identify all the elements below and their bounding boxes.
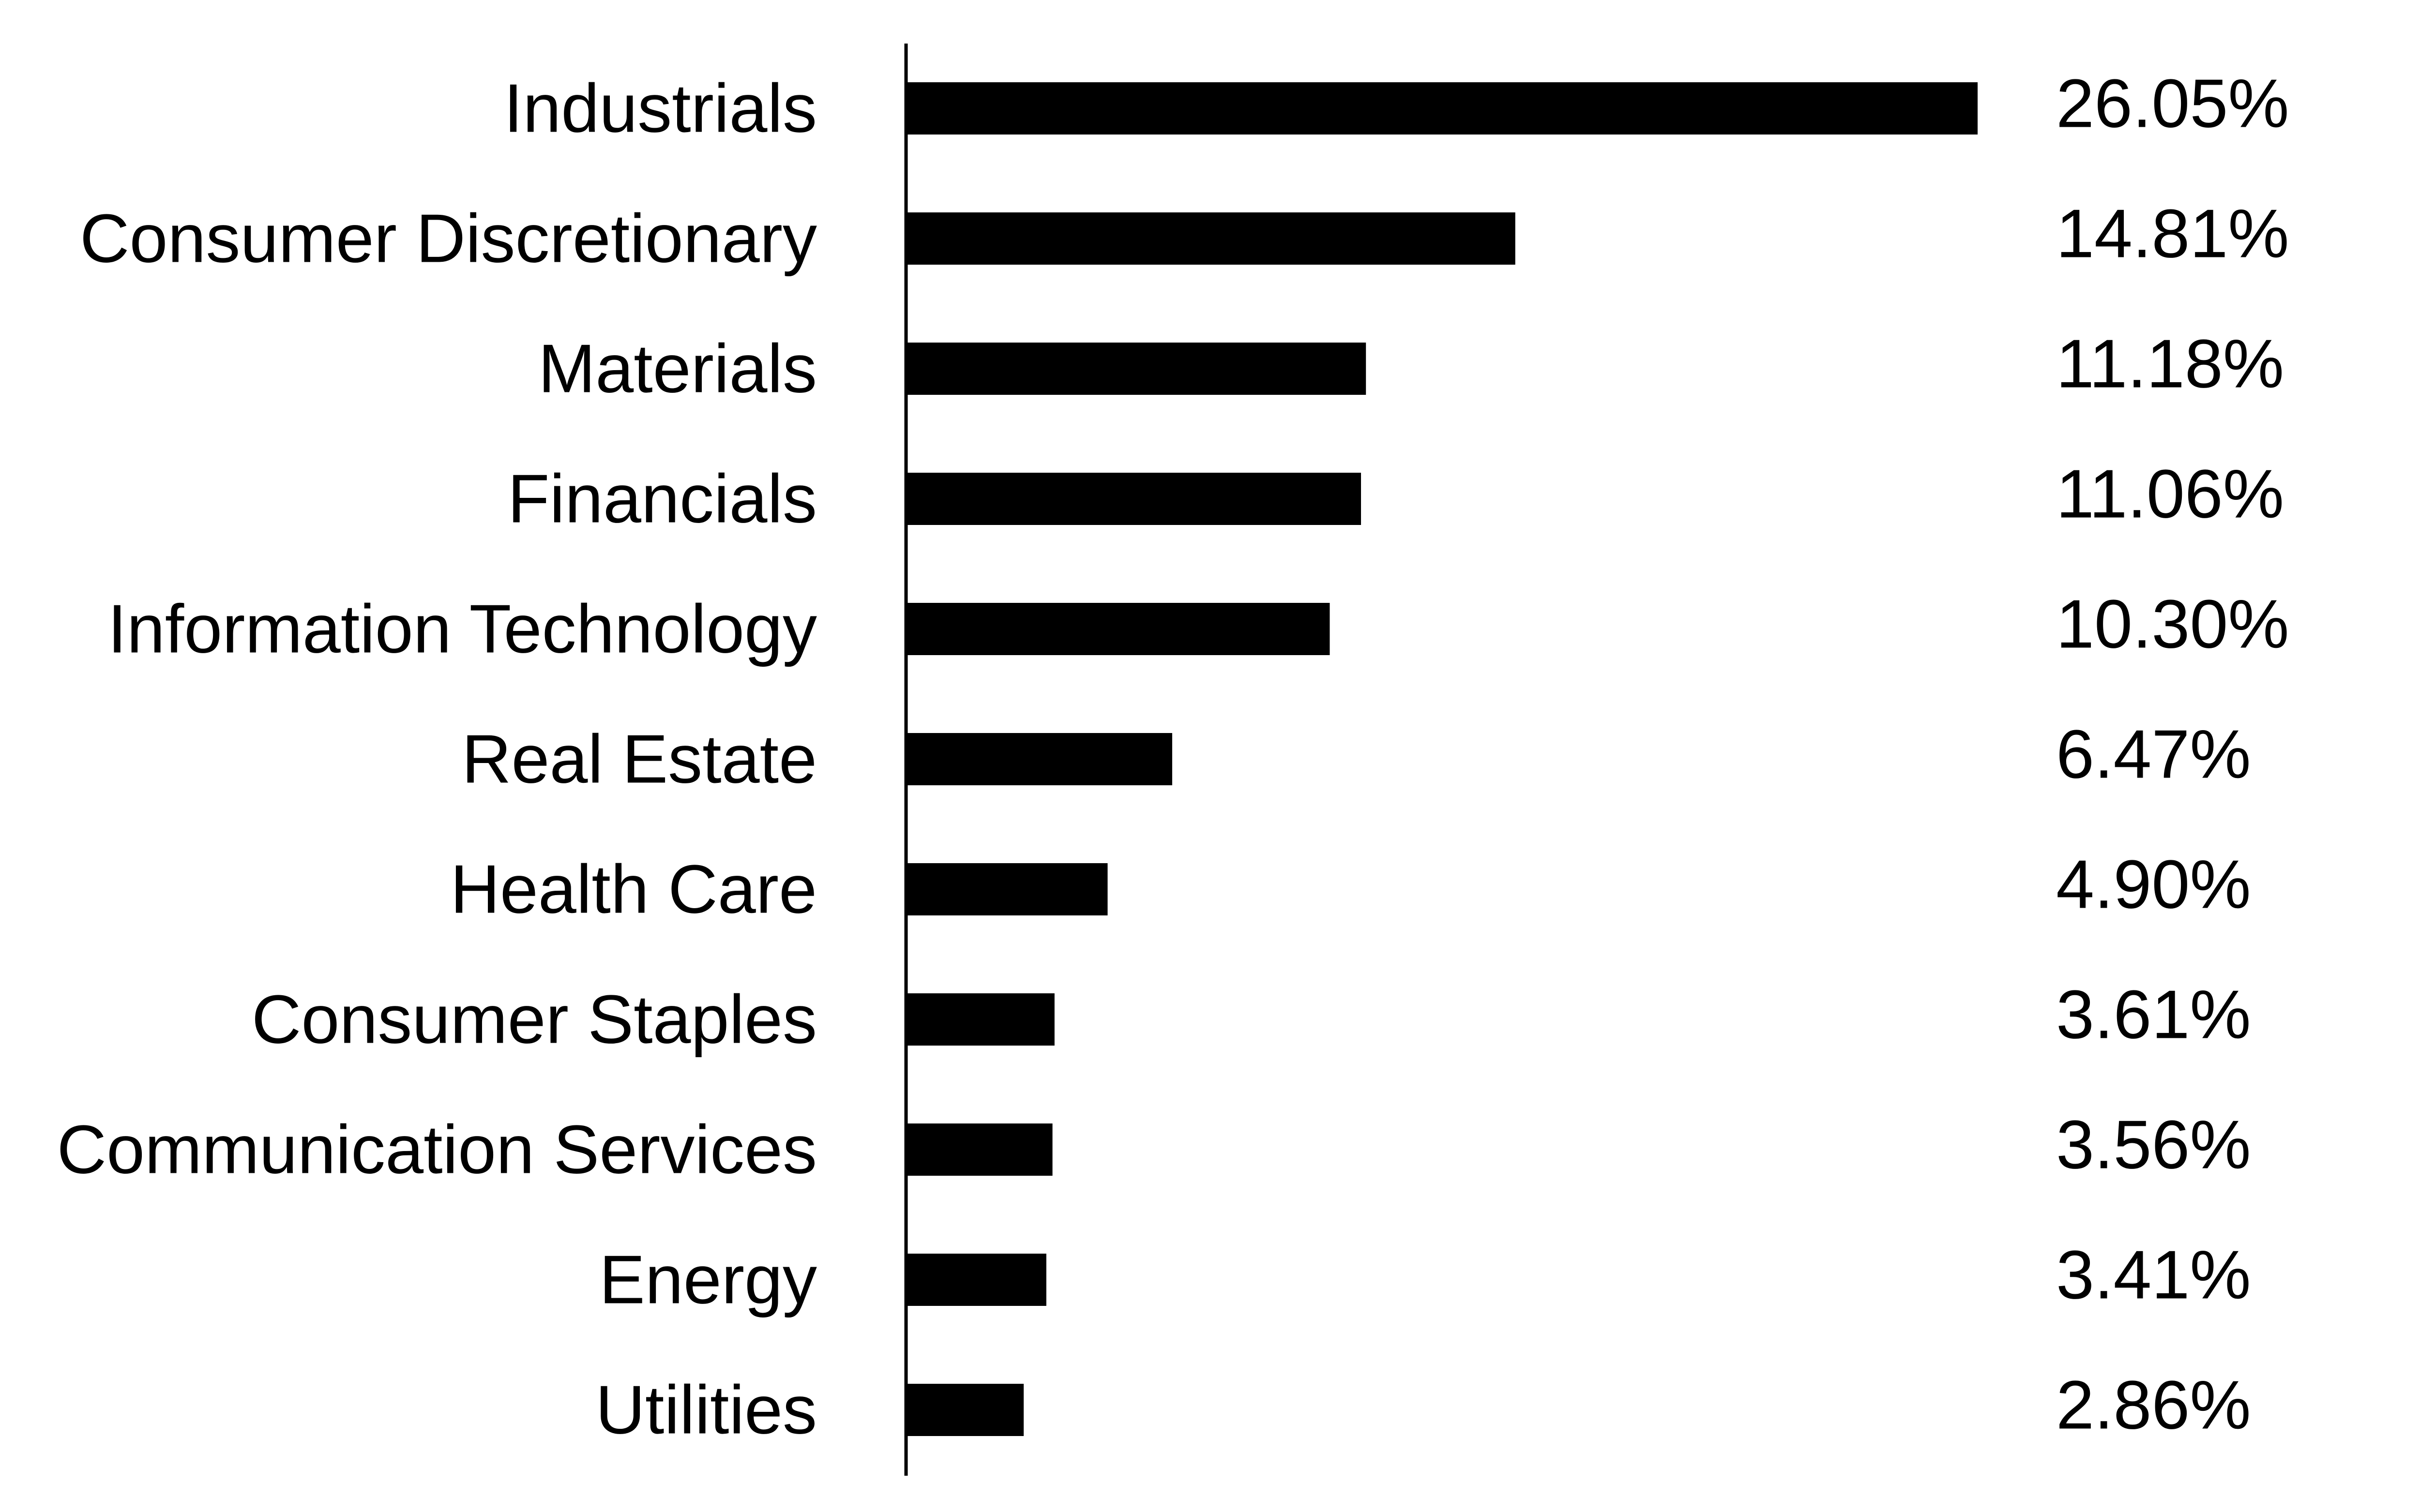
bar-industrials	[906, 82, 1978, 135]
category-label-energy: Energy	[599, 1242, 817, 1318]
bar-utilities	[906, 1384, 1024, 1436]
bar-materials	[906, 343, 1366, 395]
value-label-utilities: 2.86%	[2056, 1367, 2251, 1444]
category-label-consumer-discretionary: Consumer Discretionary	[80, 200, 817, 277]
value-label-health-care: 4.90%	[2056, 846, 2251, 923]
value-label-consumer-discretionary: 14.81%	[2056, 195, 2289, 272]
value-label-industrials: 26.05%	[2056, 65, 2289, 142]
category-label-financials: Financials	[508, 461, 817, 538]
value-label-consumer-staples: 3.61%	[2056, 976, 2251, 1053]
category-label-real-estate: Real Estate	[462, 721, 817, 798]
value-label-real-estate: 6.47%	[2056, 716, 2251, 793]
value-labels-group: 26.05% 14.81% 11.18% 11.06% 10.30% 6.47% 4.90%…	[2056, 65, 2289, 1444]
value-label-information-technology: 10.30%	[2056, 586, 2289, 663]
category-labels-group: Industrials Consumer Discretionary Materia…	[57, 70, 817, 1449]
bar-financials	[906, 473, 1361, 525]
category-label-communication-services: Communication Services	[57, 1111, 817, 1188]
value-label-materials: 11.18%	[2056, 326, 2284, 403]
category-label-materials: Materials	[538, 330, 817, 407]
value-label-financials: 11.06%	[2056, 456, 2284, 533]
category-label-information-technology: Information Technology	[107, 591, 817, 668]
bar-energy	[906, 1254, 1046, 1306]
bar-communication-services	[906, 1123, 1053, 1176]
bar-information-technology	[906, 603, 1330, 655]
bar-consumer-discretionary	[906, 212, 1515, 265]
category-label-consumer-staples: Consumer Staples	[252, 981, 817, 1058]
bar-real-estate	[906, 733, 1172, 785]
bars-group	[906, 82, 1978, 1436]
category-label-industrials: Industrials	[504, 70, 817, 147]
bar-consumer-staples	[906, 993, 1055, 1046]
value-label-energy: 3.41%	[2056, 1237, 2251, 1314]
value-label-communication-services: 3.56%	[2056, 1107, 2251, 1183]
category-label-health-care: Health Care	[450, 851, 817, 928]
category-label-utilities: Utilities	[595, 1372, 817, 1449]
bar-health-care	[906, 863, 1108, 915]
